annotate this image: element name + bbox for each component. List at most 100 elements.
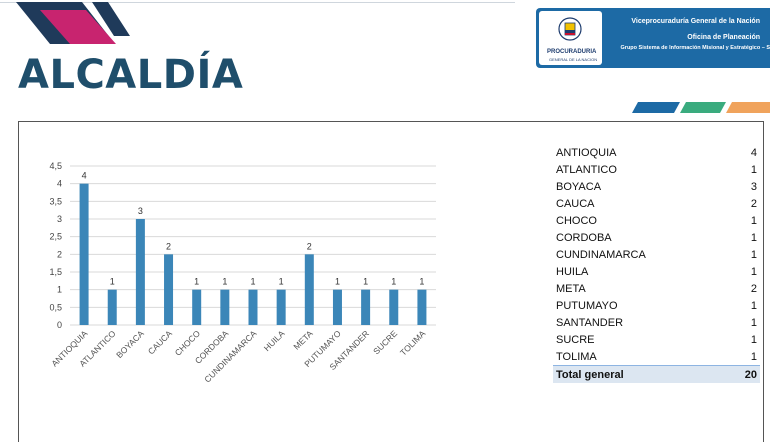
table-row: ANTIOQUIA 4: [553, 144, 760, 161]
bar: [332, 289, 342, 325]
row-value: 1: [750, 231, 757, 244]
data-label: 4: [82, 171, 87, 181]
row-value: 3: [750, 180, 757, 193]
bar: [192, 289, 202, 325]
table-row: SANTANDER 1: [553, 314, 760, 331]
header-line-1: Viceprocuraduría General de la Nación: [631, 18, 760, 25]
row-label: CORDOBA: [556, 231, 612, 244]
data-label: 1: [110, 277, 115, 287]
header-line-3: Grupo Sistema de Información Misional y …: [620, 45, 770, 51]
table-row: PUTUMAYO 1: [553, 297, 760, 314]
bar: [79, 183, 89, 325]
y-tick-label: 0,5: [49, 302, 62, 312]
data-label: 1: [363, 277, 368, 287]
row-value: 2: [750, 282, 757, 295]
data-label: 3: [138, 206, 143, 216]
data-label: 1: [335, 277, 340, 287]
y-tick-label: 4: [57, 179, 62, 189]
summary-table: ANTIOQUIA 4 ATLANTICO 1 BOYACA 3 CAUCA 2 CHOCO 1 C…: [553, 144, 760, 383]
row-value: 4: [750, 146, 757, 159]
row-label: PUTUMAYO: [556, 299, 618, 312]
x-tick-label: TOLIMA: [398, 328, 428, 358]
row-label: ANTIOQUIA: [556, 146, 617, 159]
table-row: META 2: [553, 280, 760, 297]
row-label: SANTANDER: [556, 316, 624, 329]
bar-chart: 00,511,522,533,544,54ANTIOQUIA1ATLANTICO…: [49, 161, 436, 385]
bar: [164, 254, 174, 325]
data-label: 1: [279, 277, 284, 287]
logo: PROCURADURIA GENERAL DE LA NACION: [539, 11, 602, 65]
table-row: CORDOBA 1: [553, 229, 760, 246]
x-tick-label: META: [291, 328, 315, 352]
x-tick-label: CAUCA: [146, 328, 174, 356]
table-row: SUCRE 1: [553, 331, 760, 348]
table-row: BOYACA 3: [553, 178, 760, 195]
data-label: 1: [391, 277, 396, 287]
y-tick-label: 1,5: [49, 267, 62, 277]
row-value: 1: [750, 333, 757, 346]
logo-text: PROCURADURIA: [547, 49, 597, 55]
top-divider: [0, 2, 515, 3]
data-label: 1: [194, 277, 199, 287]
data-label: 1: [222, 277, 227, 287]
row-value: 1: [750, 163, 757, 176]
data-label: 1: [419, 277, 424, 287]
chart-frame: [18, 121, 764, 442]
total-value: 20: [744, 368, 757, 381]
y-tick-label: 1: [57, 285, 62, 295]
total-label: Total general: [556, 368, 624, 381]
header-line-2: Oficina de Planeación: [687, 34, 760, 41]
page-title: ALCALDÍA: [18, 52, 244, 98]
data-label: 1: [250, 277, 255, 287]
bar: [107, 289, 117, 325]
bar: [220, 289, 230, 325]
y-tick-label: 0: [57, 320, 62, 330]
row-value: 1: [750, 214, 757, 227]
row-value: 1: [750, 299, 757, 312]
bar: [135, 219, 145, 325]
data-label: 2: [307, 241, 312, 251]
row-value: 2: [750, 197, 757, 210]
y-tick-label: 3: [57, 214, 62, 224]
total-row: Total general 20: [553, 365, 760, 383]
bar: [417, 289, 427, 325]
row-label: HUILA: [556, 265, 589, 278]
bar: [389, 289, 399, 325]
bar: [304, 254, 314, 325]
bar: [248, 289, 258, 325]
table-row: CHOCO 1: [553, 212, 760, 229]
table-row: ATLANTICO 1: [553, 161, 760, 178]
color-stripes: [632, 102, 770, 113]
logo-subtext: GENERAL DE LA NACION: [549, 57, 598, 62]
y-tick-label: 2: [57, 249, 62, 259]
row-value: 1: [750, 265, 757, 278]
row-label: META: [556, 282, 586, 295]
y-tick-label: 3,5: [49, 196, 62, 206]
decorative-stripes: [16, 2, 130, 44]
table-row: CUNDINAMARCA 1: [553, 246, 760, 263]
table-row: HUILA 1: [553, 263, 760, 280]
x-tick-label: SUCRE: [371, 328, 399, 356]
row-label: CAUCA: [556, 197, 595, 210]
bar: [361, 289, 371, 325]
row-label: CHOCO: [556, 214, 597, 227]
table-row: CAUCA 2: [553, 195, 760, 212]
row-label: BOYACA: [556, 180, 602, 193]
row-label: TOLIMA: [556, 350, 597, 363]
x-tick-label: HUILA: [262, 328, 287, 353]
row-label: ATLANTICO: [556, 163, 617, 176]
row-value: 1: [750, 248, 757, 261]
row-value: 1: [750, 350, 757, 363]
x-tick-label: BOYACA: [114, 328, 146, 360]
coat-of-arms-icon: [558, 17, 582, 41]
data-label: 2: [166, 241, 171, 251]
bar: [276, 289, 286, 325]
y-tick-label: 2,5: [49, 232, 62, 242]
x-tick-label: CUNDINAMARCA: [202, 328, 258, 384]
y-tick-label: 4,5: [49, 161, 62, 171]
institution-header: PROCURADURIA GENERAL DE LA NACION Vicepr…: [536, 8, 770, 68]
row-label: CUNDINAMARCA: [556, 248, 646, 261]
table-row: TOLIMA 1: [553, 348, 760, 365]
row-value: 1: [750, 316, 757, 329]
row-label: SUCRE: [556, 333, 595, 346]
